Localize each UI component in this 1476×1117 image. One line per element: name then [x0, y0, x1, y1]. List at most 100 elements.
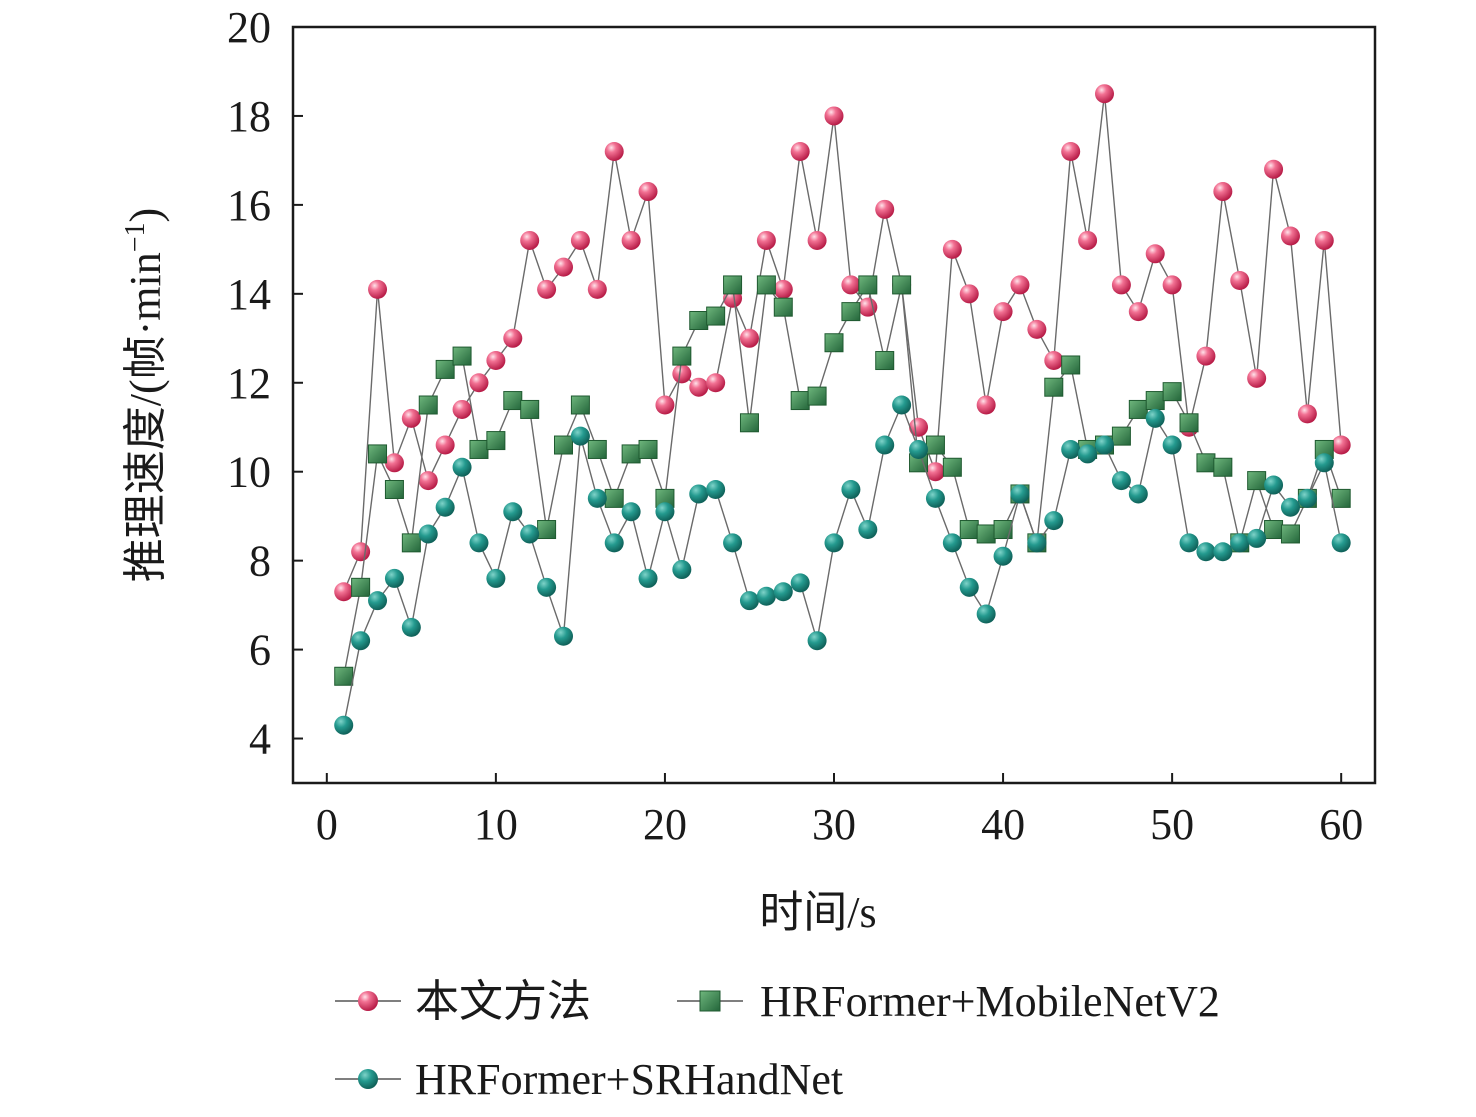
legend-marker-series-2 [358, 1069, 378, 1089]
series-0-point [655, 395, 675, 415]
series-2-point [942, 533, 962, 553]
series-2-point [401, 617, 421, 637]
series-1-point [486, 431, 506, 451]
series-2-point [418, 524, 438, 544]
series-1-point [875, 351, 895, 371]
series-2-point [537, 577, 557, 597]
series-0-point [976, 395, 996, 415]
series-1-point [672, 346, 692, 366]
series-0-point [1314, 230, 1334, 250]
series-1-point [723, 275, 743, 295]
x-tick-label: 0 [316, 800, 338, 849]
legend-label-series-0: 本文方法 [415, 977, 591, 1026]
series-0-point [1128, 302, 1148, 322]
series-0-point [452, 399, 472, 419]
series-2-point [824, 533, 844, 553]
series-2-point [739, 591, 759, 611]
legend-label-series-1: HRFormer+MobileNetV2 [760, 977, 1220, 1026]
series-2-point [689, 484, 709, 504]
series-0-point [909, 417, 929, 437]
series-0-point [401, 408, 421, 428]
series-0-point [1111, 275, 1131, 295]
series-0-point [824, 106, 844, 126]
y-axis-title-superscript: −1 [120, 222, 151, 252]
series-1-point [1213, 457, 1233, 477]
series-0-point [1297, 404, 1317, 424]
series-2-point [756, 586, 776, 606]
series-0-point [621, 230, 641, 250]
series-2-point [1145, 408, 1165, 428]
series-1-point [807, 386, 827, 406]
series-1-point [756, 275, 776, 295]
series-2-point [503, 502, 523, 522]
legend: 本文方法 HRFormer+MobileNetV2 HRFormer+SRHan… [335, 977, 1220, 1104]
series-1-point [503, 391, 523, 411]
series-2-point [858, 520, 878, 540]
series-1-point [925, 435, 945, 455]
series-1-point [1331, 488, 1351, 508]
series-2-point [1061, 439, 1081, 459]
series-1-point [1247, 471, 1267, 491]
series-0-point [1145, 244, 1165, 264]
series-0-point [706, 373, 726, 393]
series-0-point [604, 142, 624, 162]
series-2-point [807, 631, 827, 651]
series-0-point [790, 142, 810, 162]
series-1-point [739, 413, 759, 433]
series-2-point [993, 546, 1013, 566]
series-2-point [452, 457, 472, 477]
series-1-point [537, 520, 557, 540]
series-1-point [604, 488, 624, 508]
series-line-2 [343, 403, 1342, 726]
series-0-point [739, 328, 759, 348]
series-1-point [1179, 413, 1199, 433]
series-0-point [351, 542, 371, 562]
series-2-point [570, 426, 590, 446]
series-2-point [351, 631, 371, 651]
series-0-point [807, 230, 827, 250]
series-0-point [520, 230, 540, 250]
series-2-point [1264, 475, 1284, 495]
series-0-point [1162, 275, 1182, 295]
series-0-point [435, 435, 455, 455]
series-1-point [570, 395, 590, 415]
series-0-point [368, 279, 388, 299]
x-axis-ticks: 0 10 20 30 40 50 60 [316, 773, 1363, 849]
series-2-point [384, 568, 404, 588]
x-tick-label: 20 [643, 800, 687, 849]
series-1-point [351, 577, 371, 597]
series-0-point [418, 471, 438, 491]
series-0-point [1213, 182, 1233, 202]
series-1-point [554, 435, 573, 455]
series-0-point [486, 351, 506, 371]
series-2-point [638, 568, 658, 588]
y-axis-ticks: 4 6 8 10 12 14 16 18 20 [227, 3, 303, 764]
series-2-point [1179, 533, 1199, 553]
series-1-point [993, 520, 1013, 540]
series-0-point [942, 239, 962, 259]
series-layer [334, 84, 1351, 735]
series-1-point [1061, 355, 1081, 375]
series-2-point [723, 533, 743, 553]
series-0-point [554, 257, 573, 277]
series-1-point [1162, 382, 1182, 402]
series-0-point [773, 279, 793, 299]
series-0-point [925, 462, 945, 482]
series-2 [334, 395, 1351, 735]
series-2-point [604, 533, 624, 553]
series-2-point [1044, 511, 1064, 531]
series-2-point [1331, 533, 1351, 553]
series-0-point [638, 182, 658, 202]
series-2-point [1027, 533, 1047, 553]
series-1-point [520, 399, 540, 419]
series-2-point [368, 591, 388, 611]
series-2-point [976, 604, 996, 624]
series-2-point [1213, 542, 1233, 562]
series-2-point [1247, 528, 1267, 548]
series-1-point [1145, 391, 1165, 411]
series-1-point [1044, 377, 1064, 397]
series-1-point [790, 391, 810, 411]
series-1-point [1196, 453, 1216, 473]
series-0-point [858, 297, 878, 317]
